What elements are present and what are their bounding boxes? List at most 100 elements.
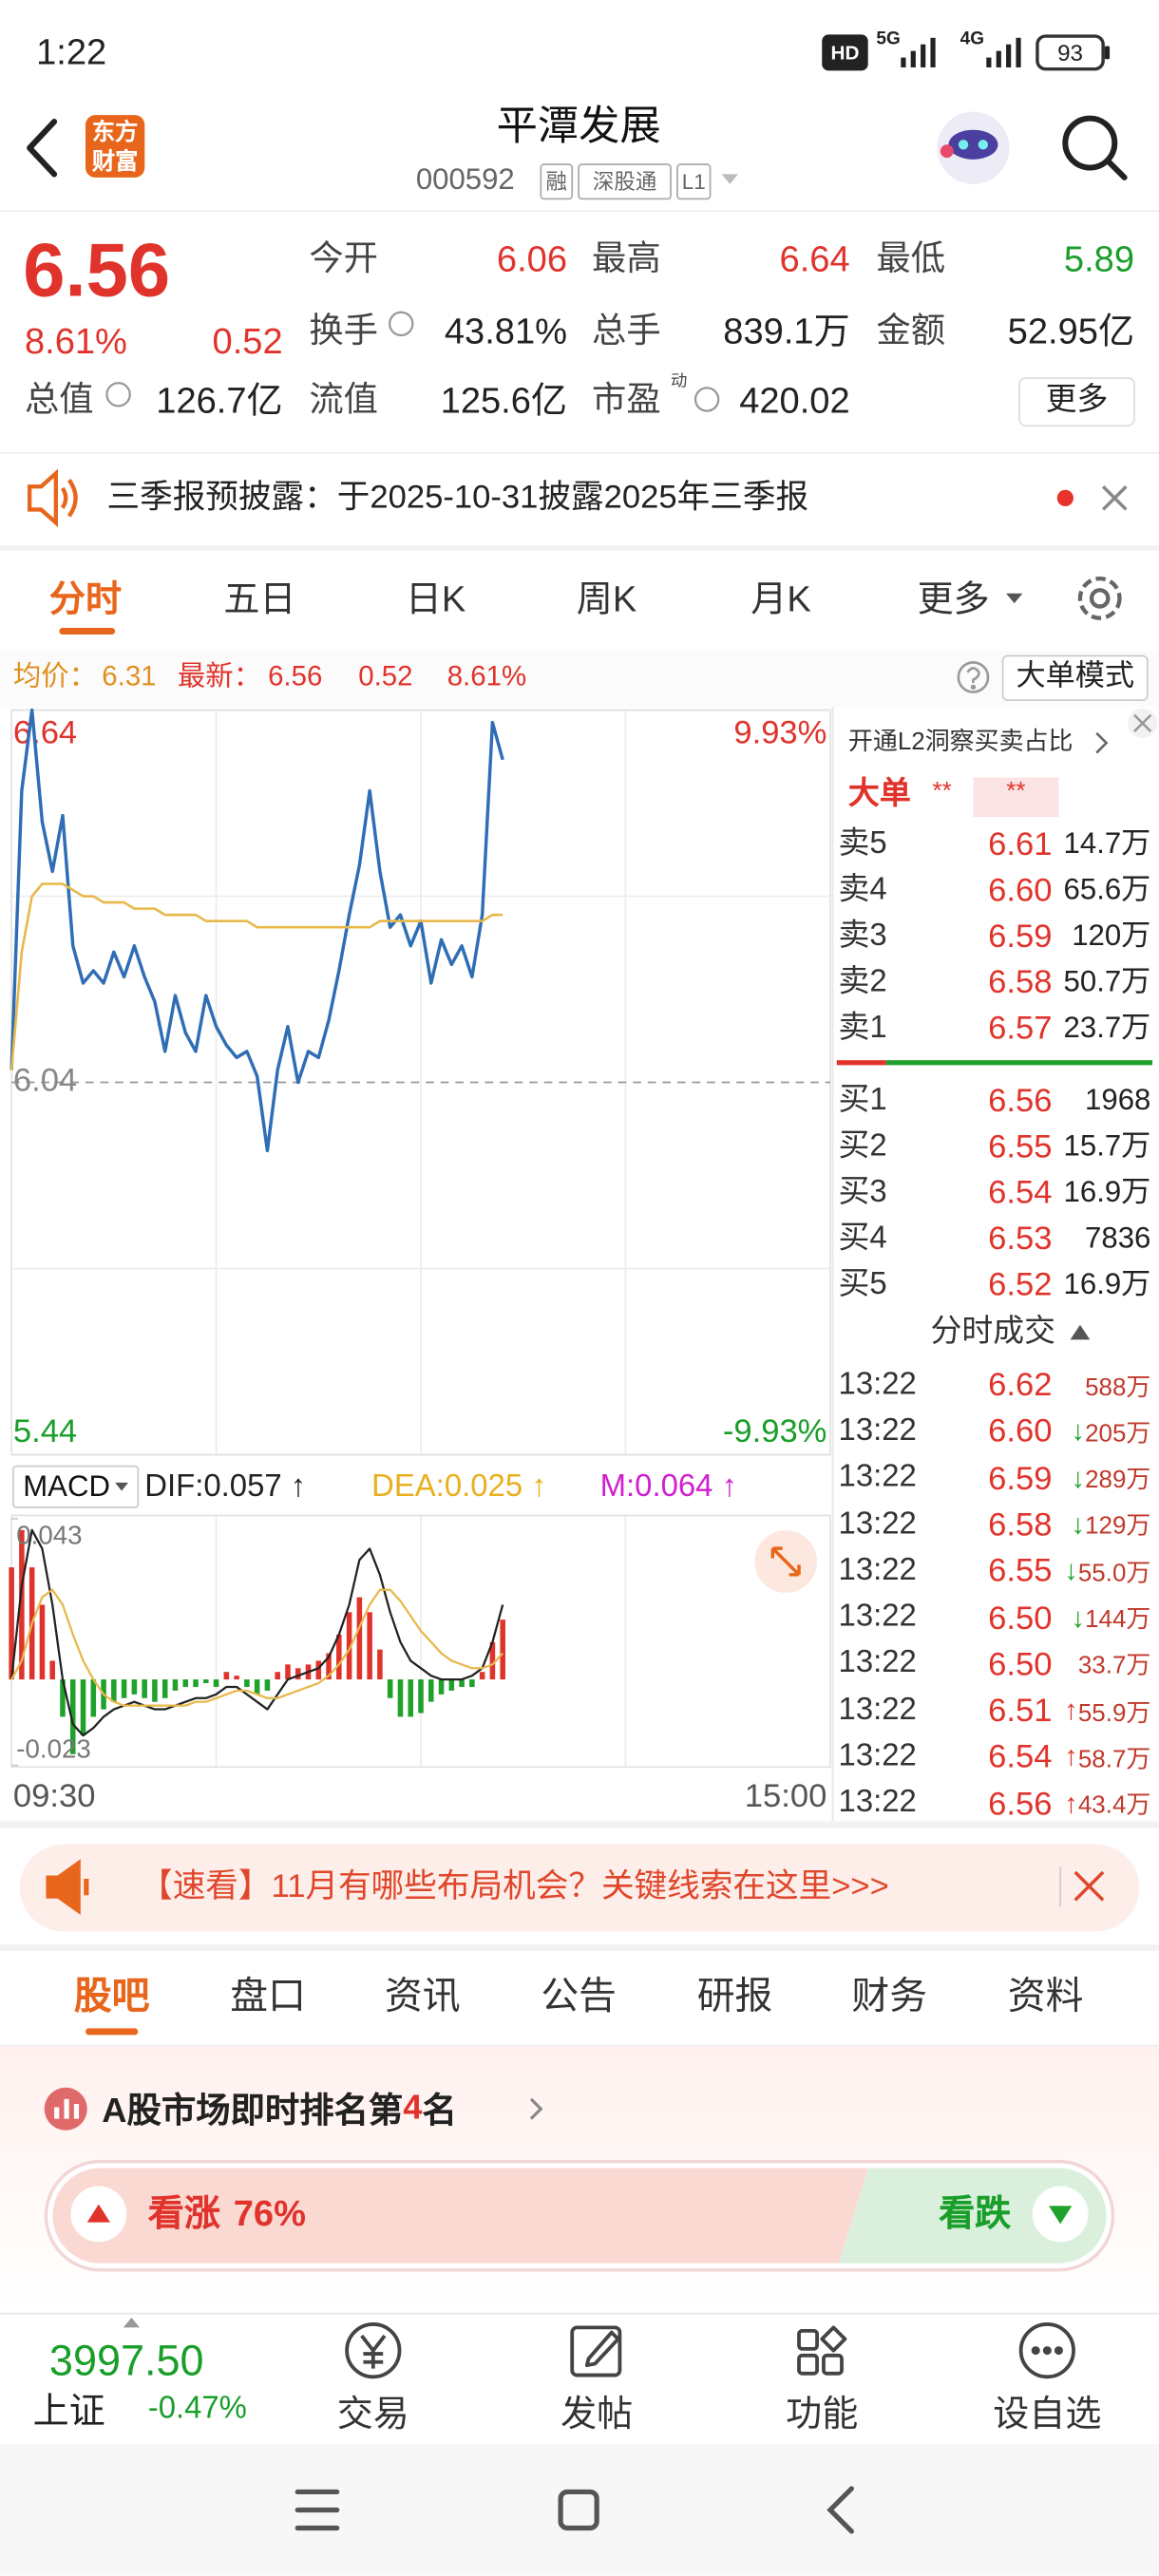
- sub-tab[interactable]: 资讯: [384, 1974, 461, 2017]
- expand-button[interactable]: [754, 1530, 818, 1593]
- trade-price: 6.54: [988, 1739, 1053, 1776]
- divider: [0, 1821, 1159, 1828]
- l2-promo[interactable]: 开通L2洞察买卖占比: [847, 728, 1074, 757]
- close-l2[interactable]: [1128, 708, 1158, 738]
- macd-selector[interactable]: [11, 1465, 140, 1508]
- action-label[interactable]: 交易: [336, 2393, 409, 2434]
- trade-volume: 205万: [1085, 1419, 1151, 1449]
- field-label: 总手: [591, 313, 661, 351]
- action-label[interactable]: 发帖: [560, 2393, 634, 2434]
- book-label: 卖2: [838, 964, 887, 999]
- macd-bar: [90, 1679, 97, 1717]
- sub-tab[interactable]: 资料: [1007, 1974, 1084, 2017]
- more-button[interactable]: 更多: [1045, 382, 1109, 417]
- divider: [0, 210, 1159, 213]
- macd-bar: [193, 1679, 199, 1687]
- intraday-chart: 6.64 6.04 5.44 9.93% -9.93% 0.043 -0.023: [9, 708, 831, 1769]
- macd-bar: [448, 1679, 455, 1691]
- trade-time: 13:22: [838, 1460, 917, 1495]
- bear-share: [838, 2168, 1107, 2263]
- tab[interactable]: 五日: [223, 578, 296, 620]
- index-value[interactable]: 3997.50: [48, 2336, 204, 2386]
- stock-name: 平潭发展: [496, 104, 661, 150]
- book-label: 买1: [838, 1082, 887, 1118]
- tab[interactable]: 日K: [405, 578, 466, 620]
- action-label[interactable]: 设自选: [993, 2393, 1102, 2434]
- help-icon[interactable]: [957, 661, 990, 693]
- field-label: 金额: [876, 313, 946, 351]
- ranking-line[interactable]: A股市场即时排名第 4 名: [102, 2088, 457, 2130]
- macd-bar: [80, 1679, 86, 1736]
- tab[interactable]: 分时: [48, 578, 123, 620]
- macd-bar: [264, 1679, 271, 1691]
- change-amount: 0.52: [358, 660, 413, 692]
- trade-price: 6.59: [988, 1460, 1053, 1497]
- macd-bar: [408, 1679, 414, 1717]
- book-volume: 15.7万: [1063, 1129, 1151, 1163]
- trade-direction: ↑: [1064, 1741, 1078, 1773]
- back-button[interactable]: [27, 119, 58, 178]
- divider: [0, 1944, 1159, 1952]
- action-icons[interactable]: [345, 2322, 1075, 2379]
- change-amount: 0.52: [212, 320, 283, 362]
- sub-tab[interactable]: 公告: [541, 1974, 617, 2017]
- macd-bar: [152, 1679, 158, 1702]
- sub-tab[interactable]: 股吧: [73, 1974, 150, 2017]
- banner-bg[interactable]: [19, 1844, 1140, 1932]
- avg-price: 6.31: [102, 660, 157, 692]
- indicator-value: DEA:0.025 ↑: [371, 1468, 547, 1504]
- trade-price: 6.51: [988, 1693, 1053, 1730]
- macd-bar: [182, 1679, 189, 1687]
- tab[interactable]: 更多: [917, 578, 990, 620]
- y-tick-label: 6.64: [13, 715, 77, 751]
- trade-direction: ↓: [1071, 1462, 1086, 1494]
- sentiment-bar[interactable]: [52, 2168, 1107, 2263]
- sub-tab[interactable]: 研报: [696, 1974, 773, 2017]
- unread-dot: [1056, 489, 1074, 506]
- trade-price: 6.55: [988, 1553, 1053, 1590]
- notice-text[interactable]: 三季报预披露：于2025-10-31披露2025年三季报: [106, 480, 809, 517]
- sub-tab[interactable]: 盘口: [230, 1974, 306, 2017]
- price-line: [10, 708, 504, 1153]
- assistant-avatar[interactable]: [937, 111, 1010, 184]
- macd-bar: [172, 1679, 179, 1691]
- trade-direction: ↑: [1064, 1695, 1078, 1727]
- trade-time: 13:22: [838, 1645, 917, 1681]
- search-button[interactable]: [1062, 115, 1128, 180]
- bear-label: 看跌: [939, 2192, 1012, 2234]
- macd-bar: [275, 1672, 280, 1680]
- vote-buttons[interactable]: [70, 2186, 1089, 2243]
- tab[interactable]: 周K: [576, 578, 637, 620]
- more-button[interactable]: [1018, 377, 1135, 427]
- mode-button[interactable]: [1001, 654, 1149, 702]
- field-value: 839.1万: [723, 310, 850, 351]
- field-label: 最低: [876, 240, 946, 279]
- settings-button[interactable]: [1077, 576, 1122, 620]
- divider: [0, 2044, 1159, 2047]
- banner-text[interactable]: 【速看】11月有哪些布局机会？关键线索在这里>>>: [140, 1868, 889, 1905]
- tab[interactable]: 月K: [750, 578, 811, 620]
- field-value: 52.95亿: [1007, 310, 1135, 351]
- trade-volume-cell: ↓ 289万: [1071, 1462, 1150, 1495]
- macd-bar: [49, 1660, 55, 1680]
- speaker-icon: [27, 468, 78, 528]
- macd-bar: [162, 1679, 168, 1698]
- sub-tab[interactable]: 财务: [851, 1974, 927, 2017]
- macd-bar: [469, 1679, 475, 1687]
- close-banner[interactable]: [1074, 1870, 1105, 1902]
- action-label[interactable]: 功能: [786, 2393, 859, 2434]
- chevron[interactable]: [529, 2097, 543, 2120]
- macd-bar: [131, 1679, 138, 1695]
- field-value: 126.7亿: [156, 379, 283, 421]
- trades-title[interactable]: 分时成交: [930, 1314, 1055, 1350]
- book-price: 6.61: [988, 826, 1053, 863]
- trade-volume: 43.4万: [1077, 1791, 1151, 1820]
- mode-button[interactable]: 大单模式: [1016, 659, 1135, 692]
- latest-price: 6.56: [268, 660, 323, 692]
- macd-bar: [60, 1679, 66, 1717]
- bottom-bar: [0, 2312, 1159, 2446]
- close-notice[interactable]: [1101, 485, 1128, 511]
- indicator-name[interactable]: MACD: [23, 1469, 110, 1503]
- system-nav[interactable]: [294, 2486, 854, 2534]
- field-value: 125.6亿: [440, 379, 568, 421]
